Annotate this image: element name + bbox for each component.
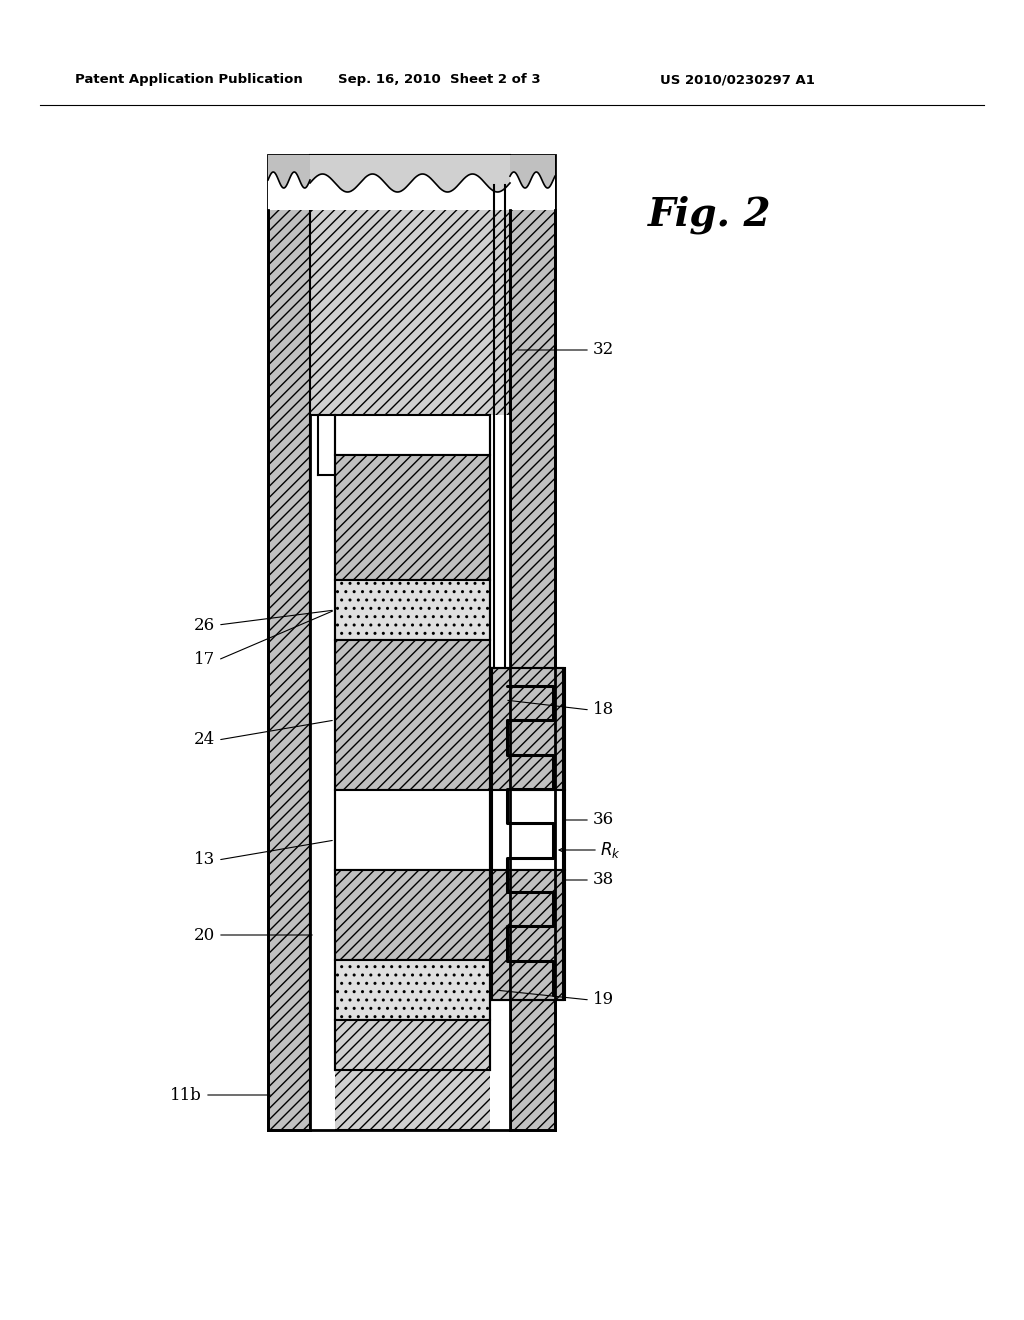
- Bar: [335, 640, 490, 789]
- Text: 11b: 11b: [170, 1086, 202, 1104]
- Text: 24: 24: [194, 731, 215, 748]
- Text: Patent Application Publication: Patent Application Publication: [75, 74, 303, 87]
- Bar: [335, 579, 490, 640]
- Bar: [268, 154, 310, 1130]
- Bar: [268, 154, 555, 210]
- Bar: [310, 154, 510, 1130]
- Text: Sep. 16, 2010  Sheet 2 of 3: Sep. 16, 2010 Sheet 2 of 3: [338, 74, 541, 87]
- Text: 19: 19: [593, 991, 614, 1008]
- Text: 17: 17: [194, 652, 215, 668]
- Text: 20: 20: [194, 927, 215, 944]
- Bar: [490, 789, 565, 870]
- Bar: [335, 455, 490, 579]
- Bar: [335, 414, 490, 455]
- Bar: [335, 1020, 490, 1071]
- Bar: [490, 414, 510, 1130]
- Bar: [310, 414, 335, 1130]
- Bar: [510, 154, 555, 1130]
- Bar: [492, 668, 563, 1001]
- Text: Fig. 2: Fig. 2: [648, 195, 771, 234]
- Text: 36: 36: [593, 812, 614, 829]
- Text: US 2010/0230297 A1: US 2010/0230297 A1: [660, 74, 815, 87]
- Text: 18: 18: [593, 701, 614, 718]
- Text: $R_k$: $R_k$: [600, 840, 621, 861]
- Text: 38: 38: [593, 871, 614, 888]
- Bar: [335, 960, 490, 1020]
- Bar: [335, 870, 490, 960]
- Bar: [490, 668, 565, 789]
- Bar: [490, 870, 565, 1001]
- Text: 32: 32: [593, 342, 614, 359]
- Text: 26: 26: [194, 616, 215, 634]
- Bar: [335, 789, 490, 870]
- Text: 13: 13: [194, 851, 215, 869]
